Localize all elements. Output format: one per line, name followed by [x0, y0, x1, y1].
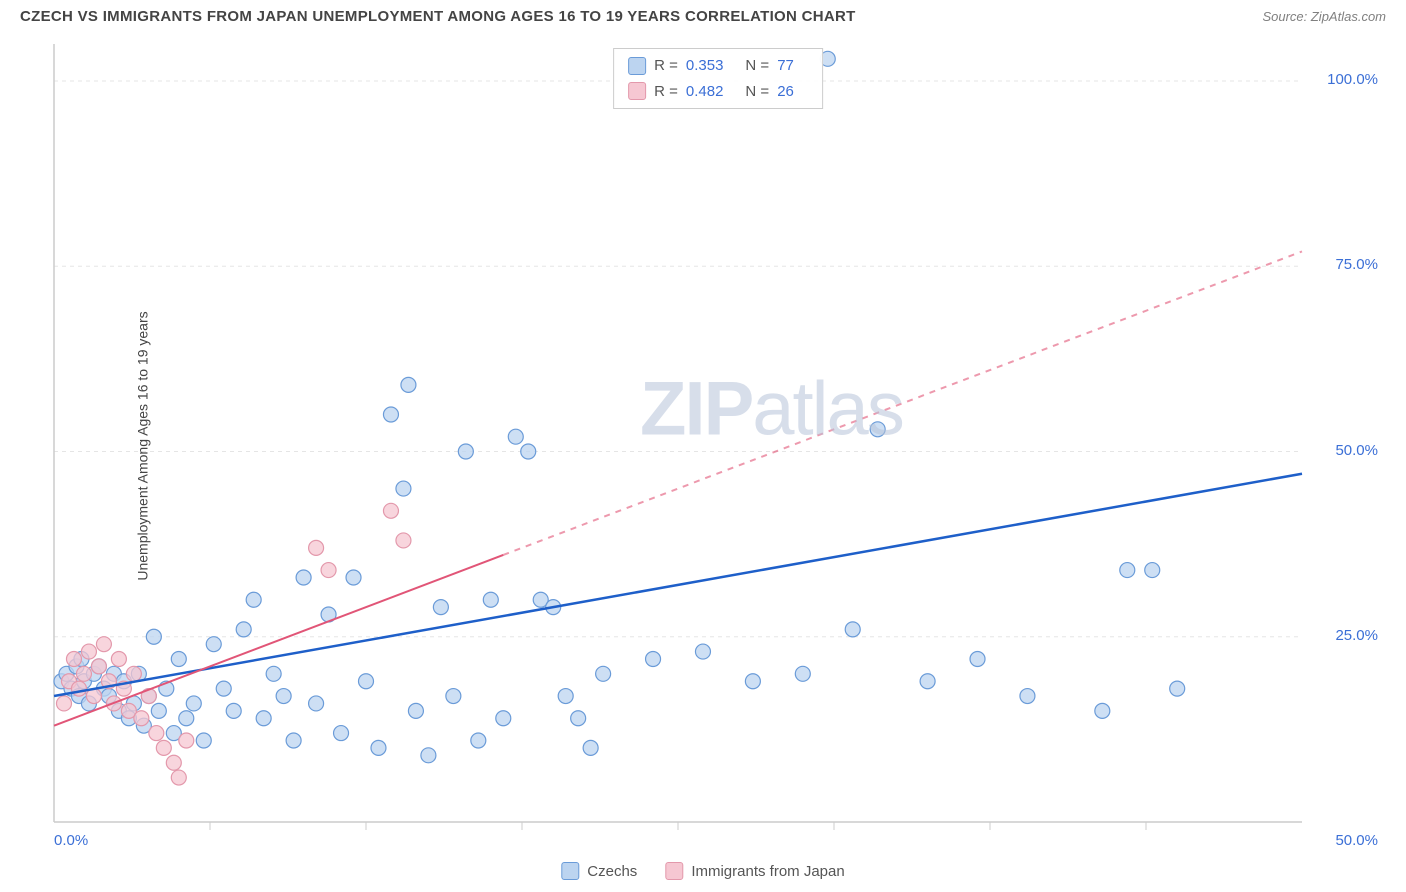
stats-box: R = 0.353 N = 77 R = 0.482 N = 26	[613, 48, 823, 109]
stats-row-czechs: R = 0.353 N = 77	[628, 53, 808, 79]
x-tick-label: 0.0%	[54, 832, 88, 849]
chart-area: ZIPatlas R = 0.353 N = 77 R = 0.482 N = …	[50, 40, 1386, 842]
legend-swatch-japan	[665, 862, 683, 880]
legend-swatch-czechs	[561, 862, 579, 880]
source-label: Source: ZipAtlas.com	[1262, 9, 1386, 24]
swatch-czechs	[628, 57, 646, 75]
stats-row-japan: R = 0.482 N = 26	[628, 79, 808, 105]
y-tick-label: 25.0%	[1335, 627, 1378, 644]
y-tick-label: 50.0%	[1335, 442, 1378, 459]
scatter-plot	[50, 40, 1386, 842]
chart-title: CZECH VS IMMIGRANTS FROM JAPAN UNEMPLOYM…	[20, 8, 856, 25]
y-tick-label: 75.0%	[1335, 256, 1378, 273]
title-bar: CZECH VS IMMIGRANTS FROM JAPAN UNEMPLOYM…	[0, 0, 1406, 29]
legend-item-japan: Immigrants from Japan	[665, 862, 844, 880]
legend-item-czechs: Czechs	[561, 862, 637, 880]
x-tick-label: 50.0%	[1335, 832, 1378, 849]
y-tick-label: 100.0%	[1327, 71, 1378, 88]
swatch-japan	[628, 82, 646, 100]
legend: Czechs Immigrants from Japan	[561, 862, 844, 880]
